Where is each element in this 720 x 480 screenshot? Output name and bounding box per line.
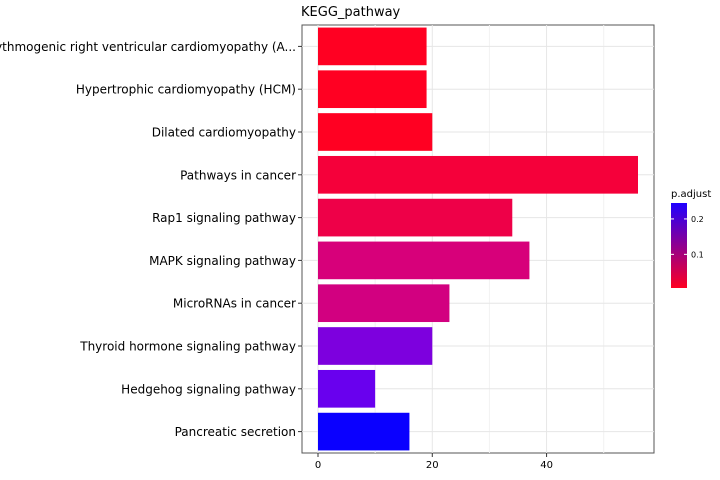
legend-tick-label: 0.2: [691, 215, 704, 224]
legend-tick-label: 0.1: [691, 250, 704, 259]
category-label: Dilated cardiomyopathy: [152, 126, 296, 140]
category-label: Rap1 signaling pathway: [152, 211, 296, 225]
x-tick-label: 20: [426, 460, 439, 471]
category-label: MicroRNAs in cancer: [173, 297, 296, 311]
bars: [318, 27, 638, 451]
category-label: Arrhythmogenic right ventricular cardiom…: [0, 40, 296, 54]
bar: [318, 412, 410, 451]
bar: [318, 198, 513, 237]
legend-title: p.adjust: [671, 189, 711, 200]
category-labels: Arrhythmogenic right ventricular cardiom…: [0, 40, 302, 439]
bar: [318, 327, 433, 365]
category-label: Thyroid hormone signaling pathway: [79, 340, 296, 354]
legend-colorbar: [671, 203, 687, 288]
category-label: Hypertrophic cardiomyopathy (HCM): [76, 83, 296, 97]
category-label: Pancreatic secretion: [175, 425, 296, 439]
x-axis-ticks: 0 20 40: [315, 453, 553, 471]
bar: [318, 113, 433, 151]
legend-ticks: 0.2 0.1: [671, 215, 704, 259]
chart-title: KEGG_pathway: [301, 5, 401, 20]
x-tick-label: 40: [540, 460, 553, 471]
bar: [318, 27, 427, 66]
category-label: MAPK signaling pathway: [149, 254, 296, 268]
bar: [318, 241, 530, 280]
bar: [318, 369, 376, 408]
bar: [318, 155, 638, 194]
x-tick-label: 0: [315, 460, 321, 471]
legend: p.adjust 0.2 0.1: [671, 189, 711, 288]
bar: [318, 284, 450, 323]
bar: [318, 70, 427, 109]
category-label: Hedgehog signaling pathway: [121, 382, 296, 396]
category-label: Pathways in cancer: [180, 168, 296, 182]
